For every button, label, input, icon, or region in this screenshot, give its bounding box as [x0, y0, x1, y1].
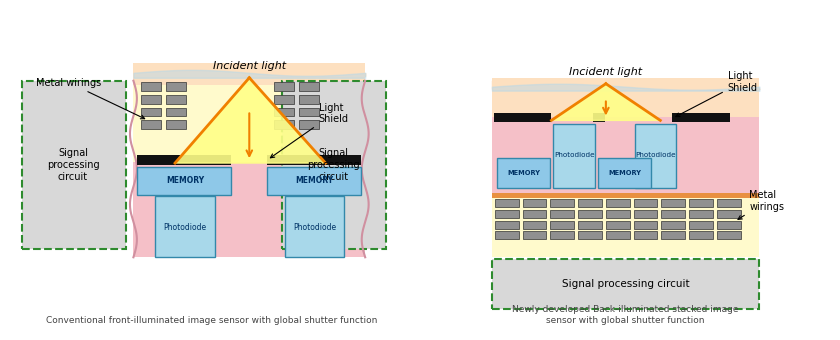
- Bar: [522, 210, 547, 218]
- Bar: [492, 78, 759, 122]
- Bar: [606, 232, 630, 239]
- Bar: [274, 82, 294, 91]
- Text: Photodiode: Photodiode: [163, 223, 207, 232]
- Text: MEMORY: MEMORY: [507, 170, 540, 176]
- Text: Signal processing circuit: Signal processing circuit: [562, 279, 690, 289]
- Bar: [633, 199, 658, 207]
- Bar: [166, 95, 186, 104]
- Text: Photodiode: Photodiode: [635, 152, 675, 158]
- Polygon shape: [175, 78, 326, 163]
- Text: Light
Shield: Light Shield: [676, 71, 758, 117]
- Bar: [554, 124, 595, 188]
- Bar: [578, 221, 602, 228]
- Bar: [492, 117, 759, 195]
- Bar: [267, 167, 361, 195]
- Bar: [661, 232, 685, 239]
- Bar: [522, 221, 547, 228]
- Text: Newly developed Back-illuminated stacked image
sensor with global shutter functi: Newly developed Back-illuminated stacked…: [512, 305, 739, 325]
- FancyBboxPatch shape: [282, 81, 386, 249]
- Bar: [717, 199, 741, 207]
- Bar: [299, 120, 318, 129]
- Bar: [633, 210, 658, 218]
- Bar: [633, 221, 658, 228]
- Bar: [134, 63, 365, 85]
- Bar: [717, 232, 741, 239]
- Bar: [141, 120, 161, 129]
- Bar: [495, 232, 519, 239]
- Bar: [606, 221, 630, 228]
- Bar: [633, 232, 658, 239]
- Bar: [717, 210, 741, 218]
- Text: Incident light: Incident light: [570, 67, 643, 77]
- Text: Conventional front-illuminated image sensor with global shutter function: Conventional front-illuminated image sen…: [46, 316, 377, 325]
- Text: Photodiode: Photodiode: [293, 223, 336, 232]
- Bar: [606, 210, 630, 218]
- Polygon shape: [551, 84, 660, 120]
- Bar: [492, 198, 759, 257]
- Text: MEMORY: MEMORY: [608, 170, 641, 176]
- Bar: [661, 221, 685, 228]
- Bar: [689, 221, 713, 228]
- Bar: [578, 232, 602, 239]
- Bar: [593, 114, 605, 122]
- Bar: [138, 167, 232, 195]
- Bar: [166, 107, 186, 116]
- Text: Light
Shield: Light Shield: [270, 103, 349, 158]
- Text: Signal
processing
circuit: Signal processing circuit: [47, 149, 99, 182]
- Text: Metal
wirings: Metal wirings: [738, 190, 785, 219]
- Bar: [285, 196, 344, 257]
- Bar: [661, 210, 685, 218]
- Bar: [299, 107, 318, 116]
- Bar: [634, 124, 676, 188]
- Bar: [522, 199, 547, 207]
- Bar: [550, 221, 575, 228]
- Bar: [689, 199, 713, 207]
- Bar: [550, 199, 575, 207]
- Bar: [550, 232, 575, 239]
- Bar: [495, 199, 519, 207]
- Bar: [141, 82, 161, 91]
- Text: Incident light: Incident light: [213, 61, 286, 71]
- Bar: [141, 95, 161, 104]
- Bar: [166, 120, 186, 129]
- Bar: [299, 95, 318, 104]
- Bar: [497, 158, 550, 188]
- Text: Metal wirings: Metal wirings: [36, 78, 144, 119]
- Bar: [661, 199, 685, 207]
- Bar: [672, 114, 730, 122]
- Bar: [689, 232, 713, 239]
- Bar: [550, 210, 575, 218]
- Bar: [134, 81, 365, 257]
- Bar: [495, 221, 519, 228]
- FancyBboxPatch shape: [22, 81, 125, 249]
- Bar: [274, 107, 294, 116]
- Bar: [166, 82, 186, 91]
- Bar: [522, 232, 547, 239]
- Text: MEMORY: MEMORY: [165, 176, 204, 185]
- Bar: [138, 155, 232, 165]
- Bar: [598, 158, 652, 188]
- Bar: [717, 221, 741, 228]
- Bar: [274, 95, 294, 104]
- Bar: [578, 199, 602, 207]
- Bar: [274, 120, 294, 129]
- Bar: [141, 107, 161, 116]
- Bar: [689, 210, 713, 218]
- Text: Signal
processing
circuit: Signal processing circuit: [307, 149, 360, 182]
- Bar: [267, 155, 361, 165]
- Bar: [494, 114, 551, 122]
- Bar: [155, 196, 215, 257]
- Text: Photodiode: Photodiode: [554, 152, 595, 158]
- Bar: [134, 78, 365, 162]
- Bar: [299, 82, 318, 91]
- FancyBboxPatch shape: [492, 259, 759, 309]
- Bar: [492, 193, 759, 198]
- Bar: [578, 210, 602, 218]
- Text: MEMORY: MEMORY: [296, 176, 333, 185]
- Bar: [606, 199, 630, 207]
- Bar: [495, 210, 519, 218]
